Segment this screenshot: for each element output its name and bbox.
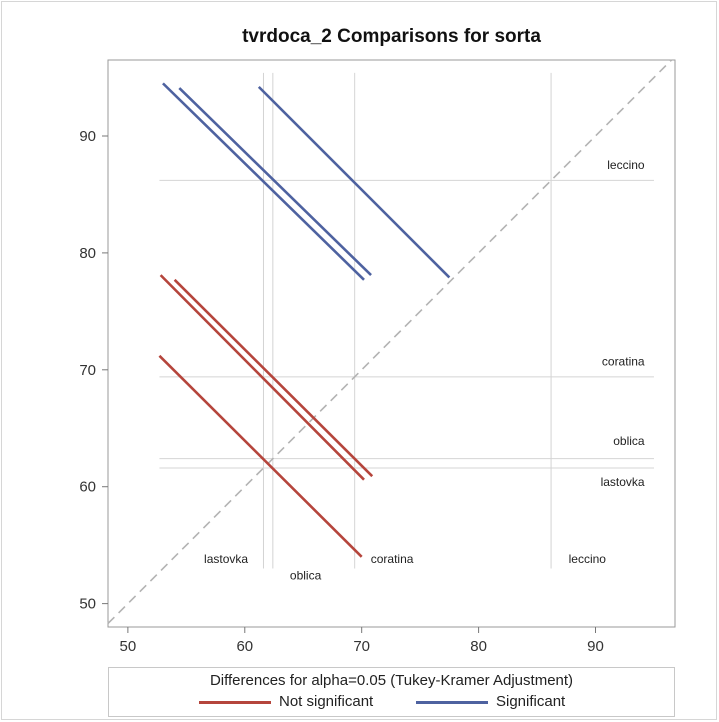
x-group-label-coratina: coratina: [371, 552, 414, 566]
legend-title: Differences for alpha=0.05 (Tukey-Kramer…: [209, 672, 574, 689]
segment-not-significant-2: [173, 278, 374, 478]
legend-label-significant: Significant: [496, 693, 566, 710]
legend: Differences for alpha=0.05 (Tukey-Kramer…: [108, 667, 675, 717]
legend-swatch-not-significant: [199, 701, 271, 704]
y-tick-label-80: 80: [79, 245, 96, 262]
y-group-label-coratina: coratina: [602, 355, 645, 369]
legend-label-not-significant: Not significant: [279, 693, 374, 710]
y-group-label-oblica: oblica: [613, 434, 645, 448]
chart-title: tvrdoca_2 Comparisons for sorta: [242, 26, 541, 47]
x-tick-label-80: 80: [470, 638, 487, 655]
y-tick-label-50: 50: [79, 596, 96, 613]
x-group-label-lastovka: lastovka: [204, 552, 248, 566]
diagonal-reference-line: [107, 59, 673, 625]
x-group-label-leccino: leccino: [569, 552, 607, 566]
segment-significant-0: [162, 82, 365, 281]
x-tick-label-90: 90: [587, 638, 604, 655]
segment-significant-2: [257, 85, 451, 279]
x-tick-label-70: 70: [353, 638, 370, 655]
y-tick-label-70: 70: [79, 362, 96, 379]
plot-area: [107, 59, 676, 628]
x-tick-label-60: 60: [236, 638, 253, 655]
y-group-label-lastovka: lastovka: [601, 475, 645, 489]
segment-not-significant-1: [159, 274, 365, 481]
x-group-label-oblica: oblica: [290, 569, 322, 583]
x-tick-label-50: 50: [120, 638, 137, 655]
y-tick-label-90: 90: [79, 128, 96, 145]
y-group-label-leccino: leccino: [607, 158, 645, 172]
y-tick-label-60: 60: [79, 479, 96, 496]
segment-significant-1: [178, 87, 372, 277]
segment-not-significant-0: [158, 354, 363, 558]
legend-swatch-significant: [416, 701, 488, 704]
